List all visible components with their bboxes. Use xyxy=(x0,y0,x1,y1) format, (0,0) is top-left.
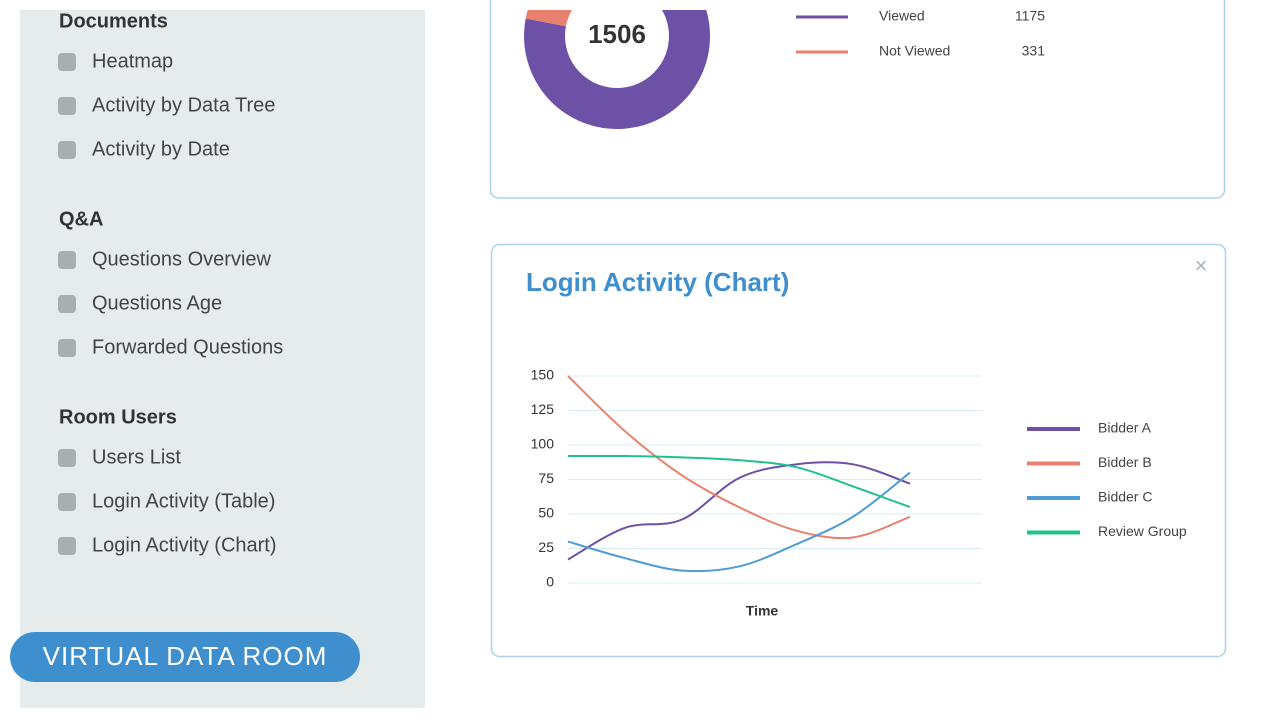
legend-label: Bidder B xyxy=(1098,454,1152,470)
badge xyxy=(10,632,360,682)
y-tick-label: 25 xyxy=(538,539,554,555)
menu-item[interactable]: Questions Age xyxy=(92,292,222,314)
x-axis-label: Time xyxy=(746,603,779,619)
section-title: Documents xyxy=(59,10,168,32)
badge-text: VIRTUAL DATA ROOM xyxy=(43,641,328,671)
menu-item[interactable]: Login Activity (Chart) xyxy=(92,534,277,556)
legend-value: 1175 xyxy=(1015,8,1045,24)
sidebar xyxy=(20,10,425,708)
section-title: Room Users xyxy=(59,406,177,428)
checkbox[interactable] xyxy=(58,537,76,555)
checkbox[interactable] xyxy=(58,53,76,71)
chart-title: Login Activity (Chart) xyxy=(526,267,789,297)
legend-label: Review Group xyxy=(1098,523,1187,539)
legend-value: 331 xyxy=(1022,43,1046,59)
donut-segment xyxy=(524,10,710,129)
menu-item[interactable]: Login Activity (Table) xyxy=(92,490,275,512)
section-title: Q&A xyxy=(59,208,103,230)
checkbox[interactable] xyxy=(58,295,76,313)
menu-item[interactable]: Questions Overview xyxy=(92,248,272,270)
y-tick-label: 150 xyxy=(531,367,555,383)
checkbox[interactable] xyxy=(58,449,76,467)
menu-item[interactable]: Users List xyxy=(92,446,181,468)
close-button[interactable]: × xyxy=(1195,253,1208,278)
legend-label: Viewed xyxy=(879,8,925,24)
donut-segment xyxy=(525,10,573,27)
donut-total: 1506 xyxy=(588,19,646,49)
donut xyxy=(524,10,710,129)
checkbox[interactable] xyxy=(58,251,76,269)
checkbox[interactable] xyxy=(58,141,76,159)
checkbox[interactable] xyxy=(58,339,76,357)
menu-item[interactable]: Activity by Date xyxy=(92,138,230,160)
chart-panel xyxy=(490,243,1227,658)
series-line xyxy=(567,461,911,561)
y-tick-label: 75 xyxy=(538,470,554,486)
series-line xyxy=(567,375,911,540)
y-tick-label: 125 xyxy=(531,401,555,417)
series-line xyxy=(567,471,911,573)
menu-item[interactable]: Heatmap xyxy=(92,50,173,72)
checkbox[interactable] xyxy=(58,493,76,511)
legend-label: Not Viewed xyxy=(879,43,950,59)
legend-label: Bidder C xyxy=(1098,489,1152,505)
y-tick-label: 0 xyxy=(546,574,554,590)
menu-item[interactable]: Forwarded Questions xyxy=(92,336,283,358)
menu-item[interactable]: Activity by Data Tree xyxy=(92,94,275,116)
y-tick-label: 100 xyxy=(531,436,555,452)
series-line xyxy=(567,454,911,509)
legend-label: Bidder A xyxy=(1098,420,1152,436)
y-tick-label: 50 xyxy=(538,505,554,521)
checkbox[interactable] xyxy=(58,97,76,115)
